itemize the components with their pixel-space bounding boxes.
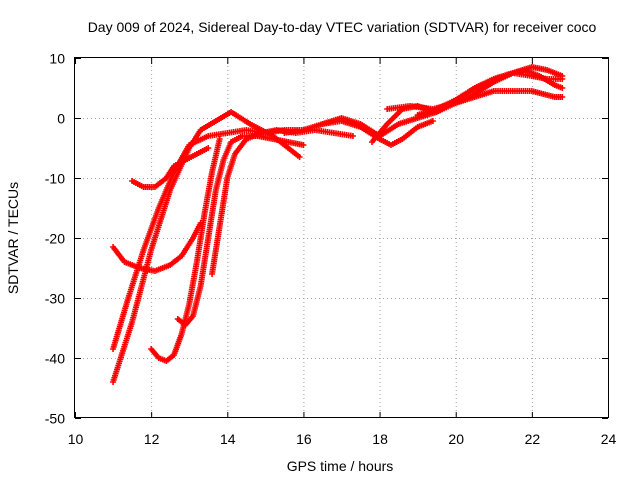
x-tick-label: 10 — [68, 431, 84, 447]
x-tick-label: 22 — [525, 431, 541, 447]
y-tick-label: -20 — [45, 231, 65, 247]
y-tick-label: 10 — [49, 51, 65, 67]
data-point-marker — [349, 133, 356, 139]
data-point-marker — [559, 85, 566, 91]
y-tick-label: -10 — [45, 171, 65, 187]
data-point-marker — [429, 118, 436, 124]
data-point-marker — [296, 154, 303, 160]
y-tick-label: -50 — [45, 411, 65, 427]
data-point-marker — [559, 73, 566, 79]
series-track-5 — [148, 136, 223, 364]
x-tick-label: 12 — [144, 431, 160, 447]
y-tick-label: -40 — [45, 351, 65, 367]
x-tick-label: 14 — [220, 431, 236, 447]
data-point-marker — [559, 94, 566, 100]
data-point-marker — [216, 136, 223, 142]
x-axis-label: GPS time / hours — [287, 458, 394, 474]
y-tick-label: 0 — [57, 111, 65, 127]
y-axis-label: SDTVAR / TECUs — [5, 182, 21, 294]
y-tick-labels: -50 -40 -30 -20 -10 0 10 — [45, 51, 65, 427]
series-track-12 — [414, 64, 566, 118]
data-layer — [110, 64, 566, 385]
series-track-3 — [110, 220, 204, 274]
x-tick-label: 18 — [372, 431, 388, 447]
series-track-4 — [129, 145, 212, 190]
axis-ticks — [75, 58, 609, 419]
x-tick-label: 20 — [448, 431, 464, 447]
y-tick-label: -30 — [45, 291, 65, 307]
x-tick-label: 24 — [601, 431, 617, 447]
data-point-marker — [205, 145, 212, 151]
x-tick-label: 16 — [296, 431, 312, 447]
data-point-marker — [300, 142, 307, 148]
x-tick-labels: 10 12 14 16 18 20 22 24 — [68, 431, 617, 447]
chart-title: Day 009 of 2024, Sidereal Day-to-day VTE… — [88, 19, 597, 35]
plot-frame — [74, 57, 609, 418]
